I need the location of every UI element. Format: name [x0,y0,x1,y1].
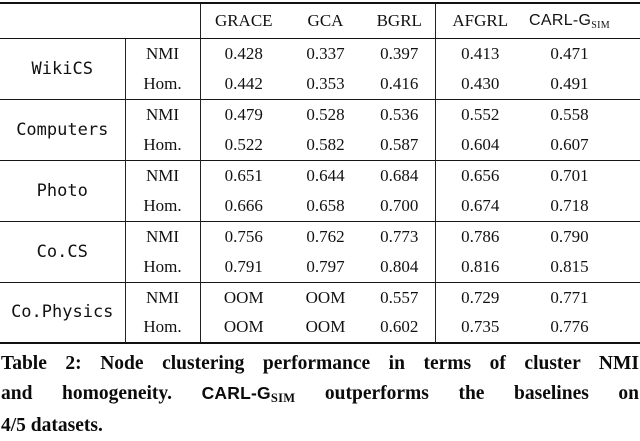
value-cell: 0.790 [525,220,640,252]
value-cell: OOM [305,317,346,337]
metric-label: Hom. [124,312,200,343]
header-empty-cell [0,3,200,39]
value-cell: 0.701 [525,159,640,191]
value-cell: 0.735 [434,312,525,343]
value-cell: 0.804 [380,256,419,276]
value-cell: 0.428 [199,38,287,69]
value-cell: 0.522 [199,129,287,160]
value-cell: 0.413 [434,38,525,69]
caption-carl-g-sub-label: SIM [270,390,296,405]
value-cell: 0.397 [380,43,419,63]
col-header-afgrl: AFGRL [434,3,525,39]
dataset-name: WikiCS [31,58,93,79]
metric-label: Hom. [124,251,200,282]
value-cell: 0.607 [550,134,589,154]
dataset-name: Co.Physics [0,281,125,343]
value-cell: 0.658 [306,195,345,215]
header-row: GRACE GCA BGRL AFGRL CARL-GSIM [0,3,640,39]
value-cell: 0.791 [199,251,287,282]
value-cell: 0.776 [550,317,589,337]
value-cell: 0.700 [380,195,419,215]
value-cell: 0.773 [364,220,435,252]
carl-g-sub-label: SIM [591,20,610,32]
value-cell: 0.815 [550,256,589,276]
col-header-carl-g-sim: CARL-GSIM [525,3,640,39]
value-cell: 0.536 [364,98,435,130]
results-table: GRACE GCA BGRL AFGRL CARL-GSIM WikiCS NMI… [0,2,640,344]
value-cell: OOM [287,281,364,313]
table-row: WikiCS NMI 0.428 0.337 0.397 0.413 0.471 [0,38,640,79]
dataset-name: Photo [0,159,125,221]
value-cell: 0.644 [287,159,364,191]
metric-label: Hom. [124,68,200,99]
table-row: Computers NMI 0.479 0.528 0.536 0.552 0.558 [0,98,640,160]
value-cell: 0.491 [550,73,589,93]
table-row: Co.CS NMI 0.756 0.762 0.773 0.786 0.790 [0,220,640,282]
value-cell: 0.756 [199,220,287,252]
table-row: Hom. 0.791 0.797 0.804 0.816 0.815 [0,251,640,282]
col-header-bgrl: BGRL [364,3,435,39]
value-cell: 0.762 [287,220,364,252]
metric-label: NMI [124,98,200,130]
carl-g-label: CARL-G [529,12,592,30]
value-cell: 0.684 [364,159,435,191]
table-row: Hom. 0.666 0.658 0.700 0.674 0.718 [0,190,640,221]
value-cell: 0.771 [525,281,640,313]
value-cell: 0.604 [434,129,525,160]
metric-label: Hom. [124,190,200,221]
table-row: Hom. 0.442 0.353 0.416 0.430 0.491 [0,68,640,99]
value-cell: 0.471 [550,43,589,63]
table-body: WikiCS NMI 0.428 0.337 0.397 0.413 0.471 Hom. 0.… [0,38,640,343]
table-caption: Table 2: Node clustering performance in … [0,350,640,441]
value-cell: 0.729 [434,281,525,313]
table-row: Hom. 0.522 0.582 0.587 0.604 0.607 [0,129,640,160]
value-cell: 0.651 [199,159,287,191]
value-cell: 0.718 [550,195,589,215]
col-header-grace: GRACE [199,3,287,39]
value-cell: 0.416 [380,73,419,93]
value-cell: 0.656 [434,159,525,191]
caption-carl-g-label: CARL-G [201,382,271,403]
metric-label: NMI [124,38,200,69]
dataset-name: Computers [0,98,125,160]
table-row: Hom. OOM OOM 0.602 0.735 0.776 [0,312,640,343]
table-row: Photo NMI 0.651 0.644 0.684 0.656 0.701 [0,159,640,221]
caption-line-2: and homogeneity. CARL-GSIM outperforms t… [1,379,639,413]
value-cell: 0.816 [434,251,525,282]
value-cell: 0.582 [306,134,345,154]
value-cell: 0.786 [434,220,525,252]
metric-label: Hom. [124,129,200,160]
value-cell: 0.666 [199,190,287,221]
value-cell: 0.552 [434,98,525,130]
caption-line-1: Table 2: Node clustering performance in … [1,353,639,374]
metric-label: NMI [124,159,200,191]
caption-line-2-post: outperforms the baselines on [295,382,639,404]
value-cell: 0.797 [306,256,345,276]
value-cell: 0.442 [199,68,287,99]
value-cell: 0.587 [380,134,419,154]
value-cell: 0.602 [380,317,419,337]
value-cell: 0.353 [306,73,345,93]
value-cell: 0.430 [434,68,525,99]
caption-line-2-pre: and homogeneity. [1,382,202,404]
caption-line-3: 4/5 datasets. [1,415,103,436]
value-cell: OOM [199,312,287,343]
metric-label: NMI [124,220,200,252]
value-cell: 0.674 [434,190,525,221]
table-row: Co.Physics NMI OOM OOM 0.557 0.729 0.771 [0,281,640,343]
value-cell: OOM [199,281,287,313]
dataset-name: Co.CS [0,220,125,282]
value-cell: 0.557 [364,281,435,313]
metric-label: NMI [124,281,200,313]
value-cell: 0.558 [525,98,640,130]
col-header-gca: GCA [287,3,364,39]
value-cell: 0.528 [287,98,364,130]
value-cell: 0.479 [199,98,287,130]
value-cell: 0.337 [306,43,345,63]
